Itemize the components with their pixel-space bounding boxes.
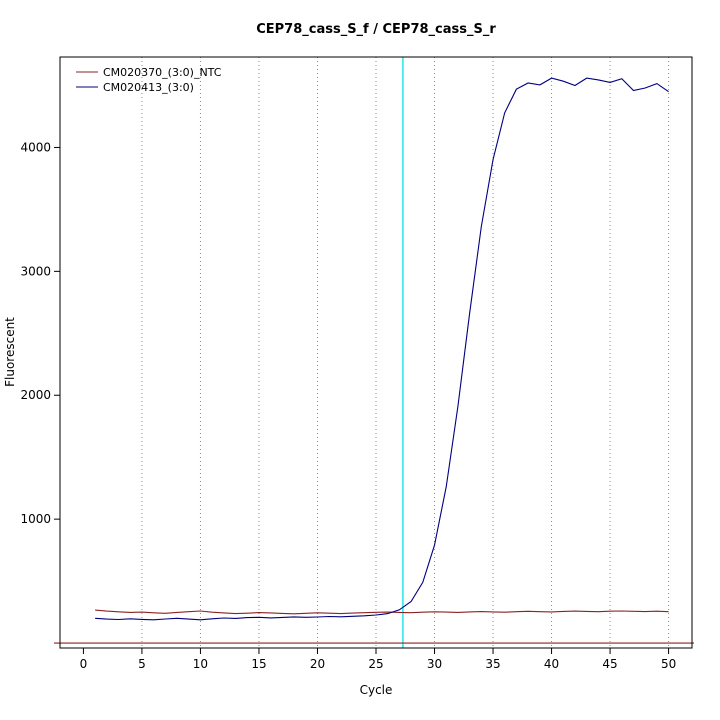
legend: CM020370_(3:0)_NTC CM020413_(3:0) [76,66,222,94]
x-axis-label: Cycle [360,683,393,697]
x-tick-label: 5 [138,657,146,671]
chart-title: CEP78_cass_S_f / CEP78_cass_S_r [256,22,496,37]
x-tick-label: 45 [602,657,617,671]
y-tick-label: 3000 [20,264,51,278]
grid-layer [54,57,694,648]
series-line-sample [95,77,669,621]
series-line-ntc [95,609,669,615]
y-axis-label: Fluorescent [3,317,17,387]
x-tick-label: 10 [193,657,208,671]
y-tick-label: 1000 [20,512,51,526]
legend-label-sample: CM020413_(3:0) [103,81,194,94]
x-tick-label: 40 [544,657,559,671]
series-layer [95,77,669,621]
axes-layer: 0 5 10 15 20 25 30 35 40 45 50 1000 2000 3000 4000 [20,56,693,671]
x-tick-label: 30 [427,657,442,671]
x-tick-label: 35 [485,657,500,671]
x-tick-label: 0 [80,657,88,671]
legend-label-ntc: CM020370_(3:0)_NTC [103,66,222,79]
x-tick-label: 15 [251,657,266,671]
y-tick-label: 4000 [20,140,51,154]
y-tick-label: 2000 [20,388,51,402]
x-tick-label: 50 [661,657,676,671]
x-tick-label: 25 [368,657,383,671]
x-tick-label: 20 [310,657,325,671]
